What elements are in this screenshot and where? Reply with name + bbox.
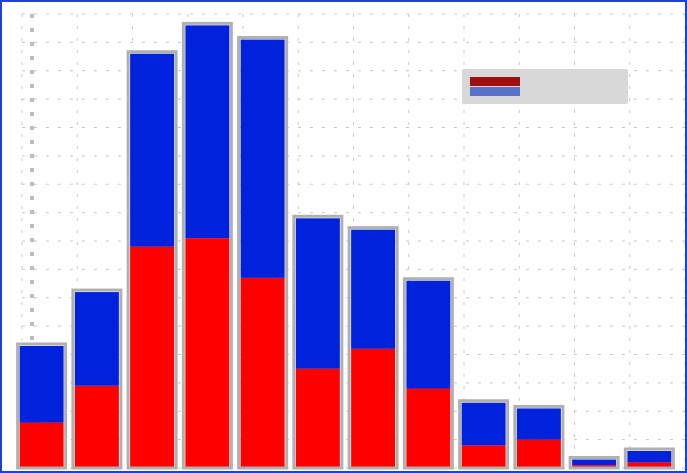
bar-series-1-cat-4 — [185, 238, 230, 468]
bar-series-2-cat-12 — [627, 450, 672, 463]
bar-outline-cat-8 — [402, 277, 454, 470]
bar-series-2-cat-10 — [516, 408, 561, 440]
bar-outline-cat-11 — [568, 455, 620, 470]
legend-swatch-series-2 — [470, 87, 520, 96]
bar-outline-cat-3 — [126, 50, 178, 470]
bar-outline-cat-6 — [292, 214, 344, 470]
bar-series-1-cat-7 — [351, 348, 396, 468]
bar-outline-cat-10 — [513, 404, 565, 470]
bar-series-1-cat-12 — [627, 462, 672, 468]
legend — [462, 69, 628, 104]
legend-label-series-1 — [526, 76, 616, 86]
bar-series-2-cat-2 — [74, 292, 119, 386]
bar-series-1-cat-2 — [74, 385, 119, 468]
bar-series-1-cat-5 — [240, 277, 285, 468]
bar-series-1-cat-3 — [130, 246, 175, 468]
bar-outline-cat-1 — [16, 342, 68, 470]
bar-series-1-cat-8 — [406, 388, 451, 468]
bar-series-2-cat-1 — [19, 345, 64, 423]
legend-label-series-2 — [526, 87, 616, 97]
bar-outline-cat-5 — [237, 36, 289, 470]
bar-series-2-cat-5 — [240, 39, 285, 278]
bar-outline-cat-2 — [71, 288, 123, 470]
bar-series-1-cat-6 — [295, 368, 340, 468]
bar-series-2-cat-8 — [406, 280, 451, 389]
bar-outline-cat-12 — [623, 447, 675, 470]
bar-outline-cat-4 — [181, 21, 233, 470]
bar-series-1-cat-1 — [19, 422, 64, 468]
bar-outline-cat-7 — [347, 226, 399, 470]
legend-swatch-series-1 — [470, 77, 520, 86]
bar-series-2-cat-7 — [351, 229, 396, 349]
bar-series-2-cat-3 — [130, 53, 175, 247]
bar-series-2-cat-6 — [295, 218, 340, 369]
bar-series-1-cat-10 — [516, 439, 561, 468]
bar-series-2-cat-4 — [185, 25, 230, 239]
bar-outline-cat-9 — [458, 399, 510, 470]
bar-series-2-cat-9 — [461, 402, 506, 446]
bar-series-1-cat-9 — [461, 445, 506, 468]
bar-series-2-cat-11 — [572, 459, 617, 466]
